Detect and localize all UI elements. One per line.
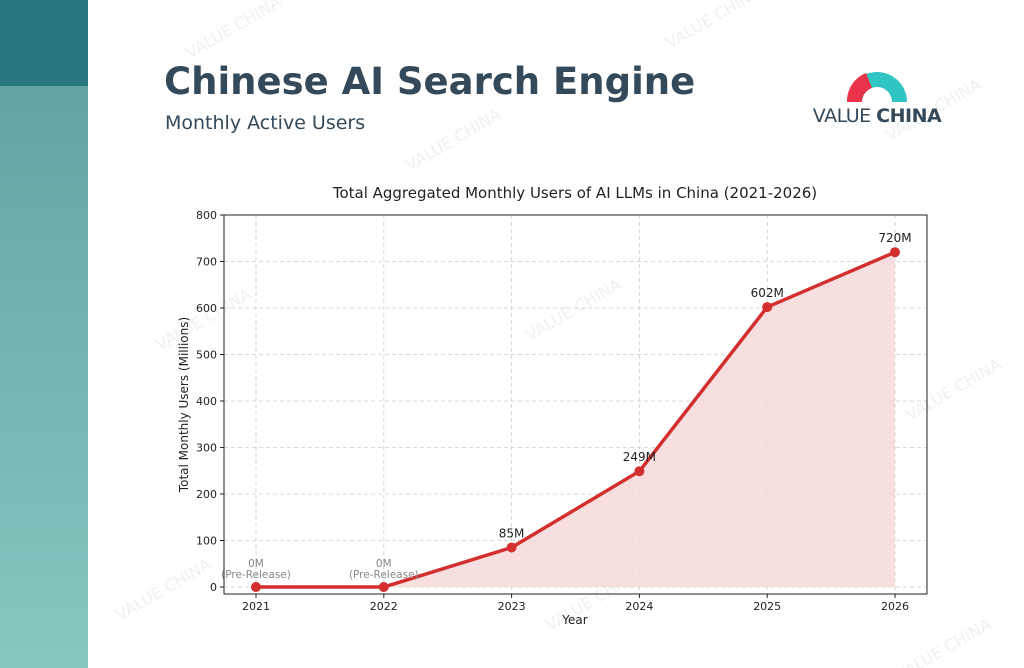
chart-title: Total Aggregated Monthly Users of AI LLM…	[332, 184, 817, 202]
data-point	[378, 582, 389, 593]
data-point	[762, 302, 773, 313]
data-point	[890, 247, 900, 258]
y-tick-label: 400	[196, 395, 217, 408]
page-subtitle: Monthly Active Users	[165, 112, 366, 134]
x-tick-label: 2022	[370, 600, 398, 613]
logo-mark-icon	[846, 72, 907, 102]
x-tick-label: 2021	[242, 600, 270, 613]
y-tick-label: 0	[210, 581, 217, 594]
y-tick-label: 800	[196, 209, 217, 222]
side-accent-bar-top	[0, 0, 88, 86]
y-tick-label: 500	[196, 349, 217, 362]
series-line	[256, 250, 896, 589]
y-tick-label: 600	[196, 302, 217, 315]
data-label: 0M (Pre-Release)	[221, 558, 291, 581]
x-tick-label: 2026	[881, 600, 909, 613]
y-tick-label: 200	[196, 488, 217, 501]
data-point	[251, 582, 261, 593]
x-tick-label: 2025	[753, 600, 781, 613]
plot-frame	[223, 214, 928, 595]
y-tick-label: 300	[196, 442, 217, 455]
y-axis-label: Total Monthly Users (Millions)	[177, 317, 191, 493]
x-axis-label: Year	[561, 613, 587, 627]
page-title: Chinese AI Search Engine	[164, 60, 696, 103]
data-label: 85M	[499, 526, 525, 540]
logo-text-bold: CHINA	[876, 105, 942, 127]
data-point	[634, 466, 645, 477]
side-accent-bar	[0, 0, 88, 668]
data-label: 249M	[623, 450, 656, 464]
y-tick-label: 700	[196, 256, 217, 269]
x-tick-label: 2023	[498, 600, 526, 613]
data-point	[506, 542, 517, 553]
area-fill	[256, 252, 895, 588]
brand-logo: VALUE CHINA	[812, 66, 942, 130]
x-tick-label: 2024	[625, 600, 653, 613]
y-tick-label: 100	[196, 535, 217, 548]
logo-wordmark: VALUE CHINA	[812, 105, 942, 127]
data-label: 602M	[751, 286, 784, 300]
logo-text-regular: VALUE	[812, 105, 877, 127]
data-label: 0M (Pre-Release)	[349, 558, 419, 581]
data-label: 720M	[878, 231, 911, 245]
